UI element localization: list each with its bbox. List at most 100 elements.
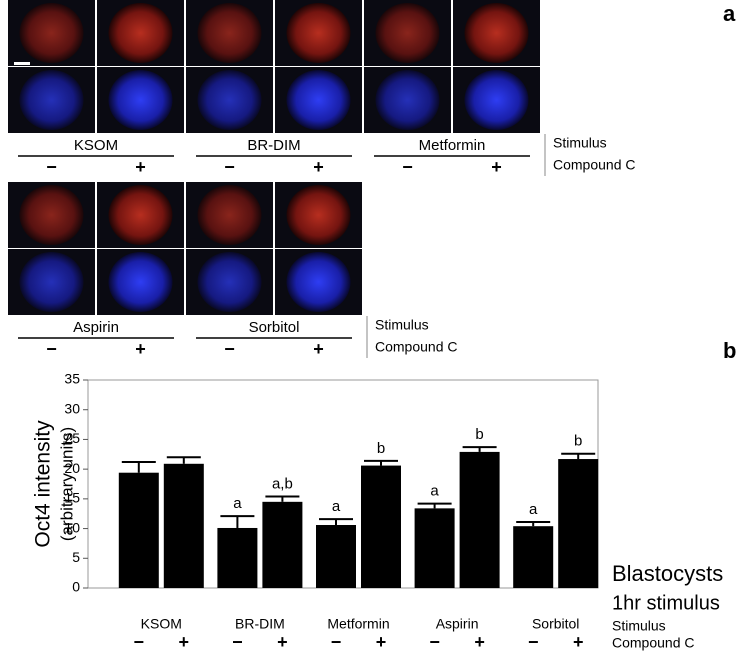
error-bar xyxy=(319,518,353,526)
embryo xyxy=(197,3,262,63)
sign: + xyxy=(179,632,190,652)
sign: − xyxy=(331,632,342,652)
sign: − xyxy=(429,632,440,652)
y-tick-label: 15 xyxy=(64,490,80,506)
y-tick-label: 20 xyxy=(64,460,80,476)
embryo xyxy=(108,3,173,63)
bar xyxy=(459,451,500,588)
x-tick-label: BR-DIM xyxy=(235,616,285,632)
sign: − xyxy=(224,339,235,359)
x-tick-label: Aspirin xyxy=(436,616,479,632)
bar xyxy=(163,463,204,588)
embryo xyxy=(375,3,440,63)
significance-label: a xyxy=(529,501,538,518)
stimulus-label: KSOM xyxy=(74,137,118,154)
panel-label: a xyxy=(723,1,736,26)
sign: + xyxy=(573,632,584,652)
sign: − xyxy=(528,632,539,652)
error-bar xyxy=(265,495,300,502)
embryo xyxy=(197,252,262,312)
y-axis-label: (arbitrary units) xyxy=(57,427,76,541)
stimulus-label: BR-DIM xyxy=(247,137,300,154)
y-tick-label: 25 xyxy=(64,430,80,446)
y-tick-label: 35 xyxy=(64,371,80,387)
embryo xyxy=(286,70,351,130)
sign: − xyxy=(224,157,235,177)
sign: − xyxy=(402,157,413,177)
embryo xyxy=(19,3,84,63)
significance-label: a,b xyxy=(272,475,293,492)
embryo xyxy=(108,252,173,312)
sign: + xyxy=(313,157,324,177)
error-bar xyxy=(417,502,452,509)
embryo xyxy=(286,185,351,245)
embryo xyxy=(108,70,173,130)
bar xyxy=(262,501,303,588)
bar xyxy=(558,459,599,588)
stimulus-label: Metformin xyxy=(419,137,486,154)
embryo xyxy=(197,185,262,245)
embryo xyxy=(286,252,351,312)
y-tick-label: 5 xyxy=(72,549,80,565)
error-bar xyxy=(166,456,201,464)
y-tick-label: 10 xyxy=(64,519,80,535)
error-bar xyxy=(561,452,596,460)
bar xyxy=(316,525,356,588)
bar xyxy=(361,465,401,588)
stimulus-label: Aspirin xyxy=(73,319,119,336)
embryo xyxy=(286,3,351,63)
row-label: Stimulus xyxy=(612,618,666,634)
side-note: Blastocysts xyxy=(612,561,723,586)
embryo xyxy=(19,252,84,312)
side-note: 1hr stimulus xyxy=(612,592,720,614)
row-label: Stimulus xyxy=(375,317,429,333)
sign: − xyxy=(134,632,145,652)
scale-bar xyxy=(14,62,30,65)
sign: + xyxy=(135,339,146,359)
embryo xyxy=(197,70,262,130)
embryo xyxy=(464,3,529,63)
x-tick-label: Sorbitol xyxy=(532,616,579,632)
sign: + xyxy=(491,157,502,177)
sign: + xyxy=(474,632,485,652)
significance-label: b xyxy=(475,426,483,443)
embryo xyxy=(19,70,84,130)
error-bar xyxy=(364,459,398,466)
x-tick-label: Metformin xyxy=(327,616,389,632)
bar xyxy=(118,472,159,588)
bar xyxy=(217,527,258,588)
sign: + xyxy=(277,632,288,652)
embryo xyxy=(108,185,173,245)
bar xyxy=(414,508,455,588)
x-tick-label: KSOM xyxy=(141,616,182,632)
row-label: Compound C xyxy=(375,339,458,355)
significance-label: b xyxy=(377,440,385,457)
error-bar xyxy=(220,515,255,528)
significance-label: b xyxy=(574,433,582,450)
row-label: Compound C xyxy=(553,157,636,173)
row-label: Stimulus xyxy=(553,135,607,151)
bar xyxy=(513,526,554,588)
sign: − xyxy=(46,339,57,359)
sign: + xyxy=(135,157,146,177)
row-label: Compound C xyxy=(612,635,695,651)
error-bar xyxy=(516,521,551,527)
significance-label: a xyxy=(332,498,341,515)
embryo xyxy=(464,70,529,130)
sign: − xyxy=(232,632,243,652)
panel-label: b xyxy=(723,338,736,363)
embryo xyxy=(19,185,84,245)
stimulus-label: Sorbitol xyxy=(249,319,300,336)
error-bar xyxy=(462,446,497,452)
embryo xyxy=(375,70,440,130)
y-tick-label: 0 xyxy=(72,579,80,595)
y-axis-label: Oct4 intensity xyxy=(32,420,55,548)
sign: − xyxy=(46,157,57,177)
sign: + xyxy=(376,632,387,652)
significance-label: a xyxy=(233,495,242,512)
sign: + xyxy=(313,339,324,359)
y-tick-label: 30 xyxy=(64,400,80,416)
significance-label: a xyxy=(430,483,439,500)
error-bar xyxy=(121,461,156,473)
